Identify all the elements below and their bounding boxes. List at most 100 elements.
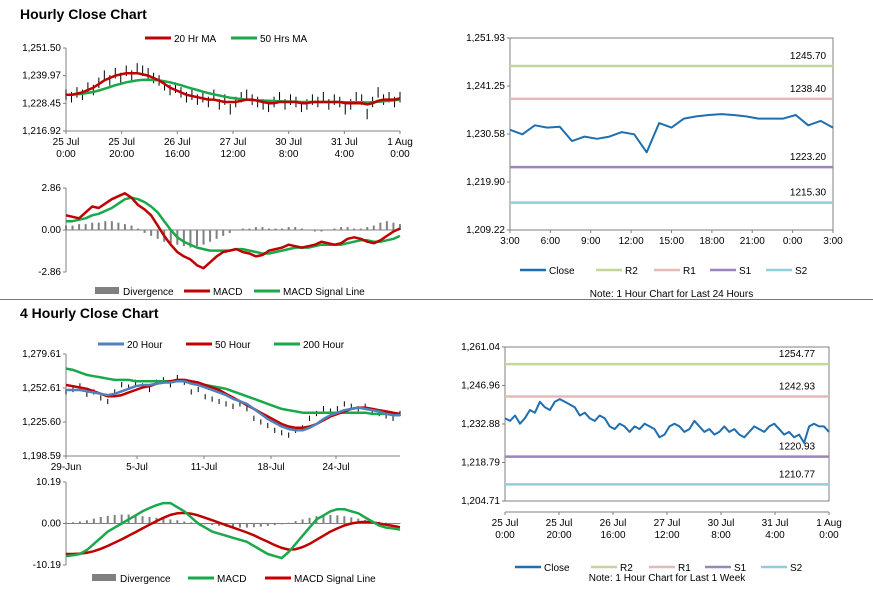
hourly-macd-legend-swatch [95, 287, 119, 294]
four-hourly-levels-legend-label: Close [544, 563, 570, 574]
hourly-price-legend-label: 20 Hr MA [174, 34, 217, 45]
four-hourly-macd-signal-line [66, 511, 401, 556]
four-hourly-macd-legend-swatch [92, 574, 116, 581]
four-hourly-levels-legend-label: S1 [734, 563, 747, 574]
four-hourly-price-x-tick-label: 18-Jul [257, 462, 284, 473]
four-hourly-levels-y-tick-label: 1,246.96 [461, 381, 500, 392]
hourly-macd-line [65, 192, 401, 270]
hourly-levels-legend-label: R1 [683, 266, 696, 277]
hourly-price-x-tick-label: 16:00 [165, 149, 190, 160]
section-divider [0, 299, 873, 300]
four-hourly-levels-y-tick-label: 1,232.88 [461, 419, 500, 430]
four-hourly-levels-x-tick-label: 12:00 [654, 530, 679, 541]
four-hourly-macd-y-tick-label: 10.19 [36, 477, 61, 488]
four-hourly-levels-close-line [504, 398, 830, 444]
four-hourly-macd-y-tick-label: -10.19 [33, 560, 62, 571]
hourly-levels-level-s2-label: 1215.30 [790, 188, 827, 199]
hourly-price-x-tick-label: 4:00 [335, 149, 355, 160]
four-hourly-price-x-tick-label: 11-Jul [191, 462, 218, 473]
hourly-price-x-tick-label: 27 Jul [220, 137, 247, 148]
hourly-price-y-tick-label: 1,216.92 [22, 126, 61, 137]
hourly-levels-legend-label: S1 [739, 266, 752, 277]
four-hourly-levels-x-tick-label: 4:00 [765, 530, 785, 541]
four-hourly-levels-x-tick-label: 27 Jul [654, 518, 681, 529]
four-hourly-levels-note: Note: 1 Hour Chart for Last 1 Week [589, 573, 747, 584]
hourly-macd-y-tick-label: 2.86 [42, 183, 62, 194]
hourly-levels-y-tick-label: 1,230.58 [466, 129, 505, 140]
four-hourly-levels-legend-label: R2 [620, 563, 633, 574]
hourly-price-legend-label: 50 Hrs MA [260, 34, 308, 45]
hourly-levels-y-tick-label: 1,251.93 [466, 33, 505, 44]
hourly-levels-legend-label: S2 [795, 266, 808, 277]
hourly-price-x-tick-label: 26 Jul [164, 137, 191, 148]
hourly-price-x-tick-label: 31 Jul [331, 137, 358, 148]
hourly-macd-legend-label: MACD [213, 287, 242, 298]
four-hourly-price-legend-label: 50 Hour [215, 340, 251, 351]
four-hourly-chart-title: 4 Hourly Close Chart [20, 305, 159, 321]
four-hourly-levels-x-tick-label: 30 Jul [708, 518, 735, 529]
four-hourly-price-y-tick-label: 1,225.60 [22, 417, 61, 428]
hourly-price-y-tick-label: 1,251.50 [22, 43, 61, 54]
hourly-levels-level-s1-label: 1223.20 [790, 152, 827, 163]
hourly-levels-x-tick-label: 9:00 [581, 236, 601, 247]
hourly-price-x-tick-label: 30 Jul [275, 137, 302, 148]
four-hourly-levels-x-tick-label: 8:00 [711, 530, 731, 541]
four-hourly-price-legend-label: 20 Hour [127, 340, 163, 351]
four-hourly-levels-x-tick-label: 25 Jul [492, 518, 519, 529]
four-hourly-levels-x-tick-label: 31 Jul [762, 518, 789, 529]
hourly-macd-legend-label: MACD Signal Line [283, 287, 365, 298]
four-hourly-levels-level-r2-label: 1254.77 [779, 349, 816, 360]
four-hourly-price-x-tick-label: 5-Jul [126, 462, 148, 473]
four-hourly-20hr-line [66, 379, 400, 432]
hourly-levels-y-tick-label: 1,241.25 [466, 81, 505, 92]
hourly-20hr-ma-line [66, 71, 401, 106]
hourly-levels-x-tick-label: 15:00 [659, 236, 684, 247]
hourly-chart-title: Hourly Close Chart [20, 6, 147, 22]
hourly-macd-y-tick-label: 0.00 [42, 225, 62, 236]
hourly-price-y-tick-label: 1,239.97 [22, 71, 61, 82]
four-hourly-macd-line [65, 501, 401, 560]
hourly-levels-x-tick-label: 3:00 [823, 236, 843, 247]
hourly-levels-legend-label: R2 [625, 266, 638, 277]
hourly-levels-level-r2-label: 1245.70 [790, 51, 827, 62]
four-hourly-macd-legend-label: MACD [217, 574, 246, 585]
hourly-levels-x-tick-label: 12:00 [619, 236, 644, 247]
four-hourly-price-x-tick-label: 24-Jul [322, 462, 349, 473]
hourly-levels-x-tick-label: 6:00 [541, 236, 561, 247]
hourly-macd-signal-line [66, 196, 401, 255]
four-hourly-levels-level-r1-label: 1242.93 [779, 382, 816, 393]
four-hourly-levels-x-tick-label: 26 Jul [600, 518, 627, 529]
four-hourly-levels-y-tick-label: 1,204.71 [461, 496, 500, 507]
four-hourly-levels-x-tick-label: 0:00 [495, 530, 515, 541]
four-hourly-price-y-tick-label: 1,198.59 [22, 451, 61, 462]
hourly-price-y-tick-label: 1,228.45 [22, 98, 61, 109]
four-hourly-levels-y-tick-label: 1,261.04 [461, 342, 500, 353]
hourly-macd-y-tick-label: -2.86 [38, 267, 61, 278]
hourly-macd-legend-label: Divergence [123, 287, 174, 298]
four-hourly-price-x-tick-label: 29-Jun [51, 462, 82, 473]
hourly-price-x-tick-label: 25 Jul [53, 137, 80, 148]
four-hourly-levels-legend-label: R1 [678, 563, 691, 574]
four-hourly-levels-plot-frame [504, 346, 830, 502]
hourly-levels-legend-label: Close [549, 266, 575, 277]
hourly-price-x-tick-label: 0:00 [56, 149, 76, 160]
four-hourly-levels-x-tick-label: 20:00 [546, 530, 571, 541]
hourly-levels-x-tick-label: 0:00 [783, 236, 803, 247]
four-hourly-levels-x-tick-label: 16:00 [600, 530, 625, 541]
four-hourly-levels-legend-label: S2 [790, 563, 803, 574]
four-hourly-levels-x-tick-label: 25 Jul [546, 518, 573, 529]
hourly-levels-note: Note: 1 Hour Chart for Last 24 Hours [590, 289, 753, 300]
four-hourly-macd-legend-label: Divergence [120, 574, 171, 585]
four-hourly-macd-y-tick-label: 0.00 [42, 519, 62, 530]
four-hourly-macd-legend-label: MACD Signal Line [294, 574, 376, 585]
hourly-levels-x-tick-label: 21:00 [740, 236, 765, 247]
hourly-50hr-ma-line [66, 78, 401, 104]
four-hourly-price-y-tick-label: 1,252.61 [22, 383, 61, 394]
hourly-levels-y-tick-label: 1,209.22 [466, 225, 505, 236]
hourly-price-x-tick-label: 20:00 [109, 149, 134, 160]
hourly-levels-x-tick-label: 18:00 [699, 236, 724, 247]
hourly-price-x-tick-label: 0:00 [390, 149, 410, 160]
hourly-price-x-tick-label: 12:00 [220, 149, 245, 160]
hourly-price-x-tick-label: 1 Aug [387, 137, 413, 148]
